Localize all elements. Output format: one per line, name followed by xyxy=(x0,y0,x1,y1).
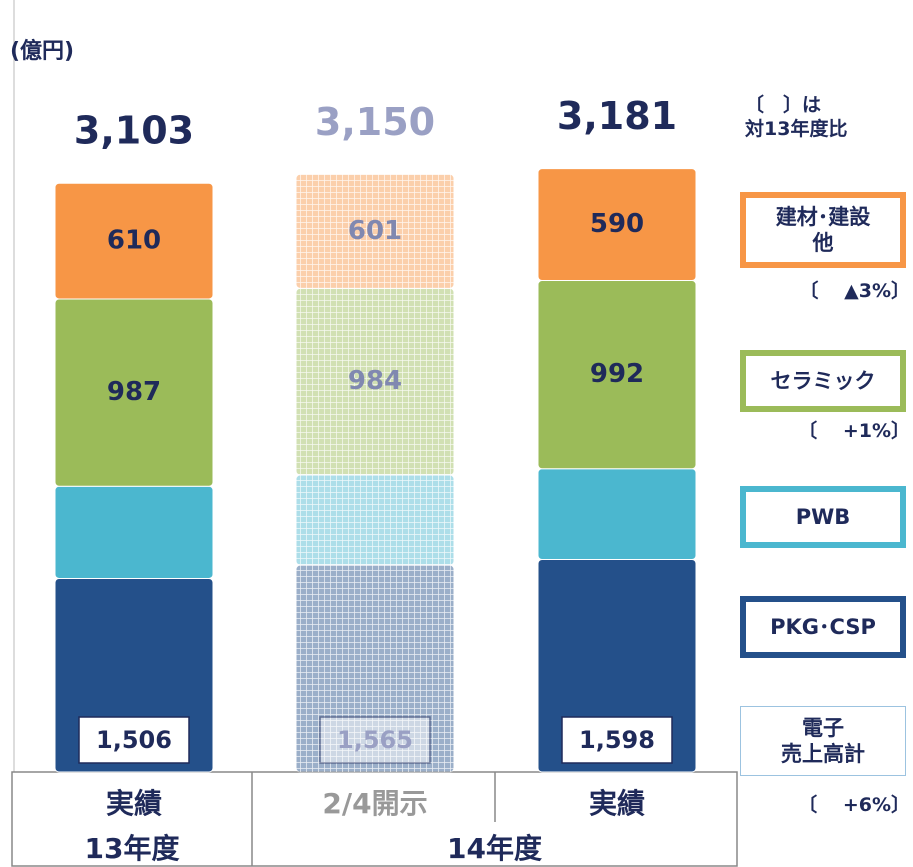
note: 〔 〕は 対13年度比 xyxy=(745,94,848,140)
value-label: 987 xyxy=(107,377,161,407)
change-label: 〔 +1%〕 xyxy=(798,420,910,442)
total-label: 3,103 xyxy=(74,109,194,153)
x-tick-label: 実績 xyxy=(106,787,162,820)
value-label: 590 xyxy=(590,209,644,239)
group-label: 13年度 xyxy=(85,832,180,865)
total-label: 3,181 xyxy=(557,94,677,138)
x-tick-label: 2/4開示 xyxy=(322,787,427,820)
group-label: 14年度 xyxy=(447,832,542,865)
legend-item: セラミック xyxy=(740,350,906,412)
electronics-label: 1,598 xyxy=(579,726,655,754)
value-label: 601 xyxy=(348,216,402,246)
electronics-label: 1,565 xyxy=(337,726,413,754)
electronics-box xyxy=(319,716,431,764)
bar-segment xyxy=(537,168,697,282)
hatch xyxy=(296,475,454,566)
bar-segment xyxy=(54,182,214,300)
value-label: 610 xyxy=(107,226,161,256)
change-label: 〔 ▲3%〕 xyxy=(799,280,910,302)
change-label: 〔 +6%〕 xyxy=(798,794,910,816)
unit-label: (億円) xyxy=(10,38,74,64)
bar-segment xyxy=(537,468,697,560)
legend-item: 建材･建設 他 xyxy=(740,192,906,268)
hatch xyxy=(296,174,454,289)
value-label: 992 xyxy=(590,359,644,389)
electronics-box xyxy=(78,716,190,764)
electronics-box xyxy=(561,716,673,764)
legend-item: PWB xyxy=(740,486,906,548)
electronics-label: 1,506 xyxy=(96,726,172,754)
legend-item: PKG･CSP xyxy=(740,596,906,658)
legend-item: 電子 売上高計 xyxy=(740,706,906,776)
value-label: 984 xyxy=(348,366,402,396)
total-label: 3,150 xyxy=(315,100,435,144)
x-tick-label: 実績 xyxy=(589,787,645,820)
bar-segment xyxy=(54,485,214,579)
hatch xyxy=(296,288,454,476)
